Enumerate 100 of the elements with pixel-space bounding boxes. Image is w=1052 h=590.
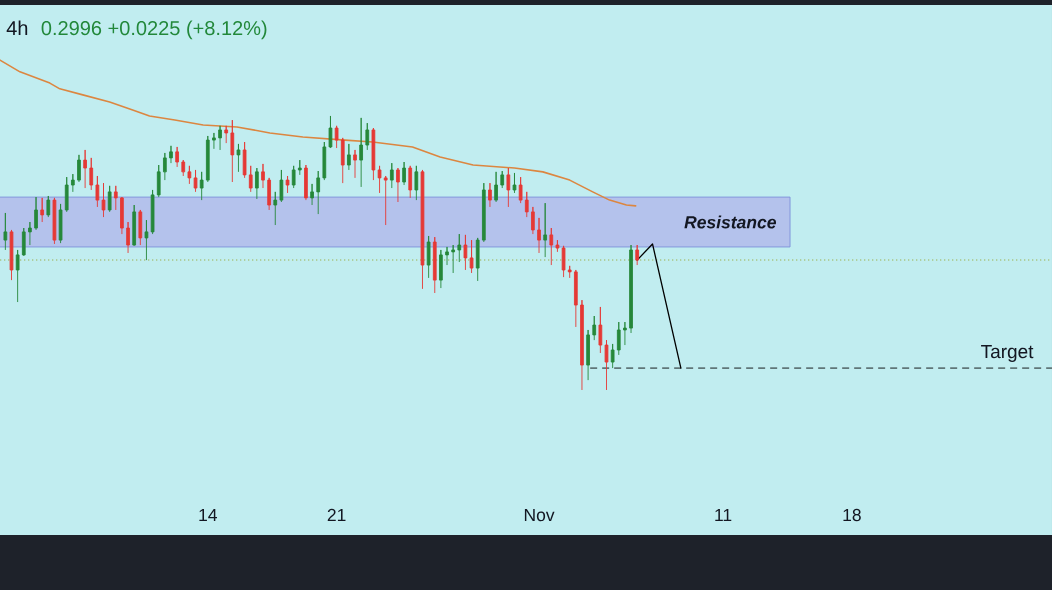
candlestick	[604, 339, 609, 391]
candlestick	[426, 235, 431, 279]
candlestick	[506, 167, 511, 208]
candlestick	[549, 227, 554, 266]
candlestick	[586, 329, 590, 381]
candlestick	[261, 163, 265, 189]
candlestick	[169, 145, 173, 164]
candlestick	[383, 175, 388, 226]
candlestick	[500, 170, 505, 189]
candlestick	[15, 249, 20, 303]
candlestick	[414, 165, 419, 201]
candlestick	[531, 206, 535, 235]
candlestick	[144, 219, 149, 261]
candlestick	[199, 171, 204, 201]
candlestick	[635, 244, 640, 266]
candlestick	[156, 164, 161, 198]
candlestick	[561, 245, 566, 278]
x-tick-label: 18	[843, 508, 861, 522]
candlestick	[494, 171, 498, 203]
chart-subtitle: 0.2996 +0.0225 (+8.12%)	[41, 20, 267, 40]
candlestick	[371, 127, 376, 181]
candlestick	[224, 125, 229, 144]
candlestick	[347, 143, 351, 171]
candlestick	[451, 244, 455, 274]
candlestick	[205, 135, 210, 183]
candlestick	[353, 149, 357, 179]
candlestick	[218, 125, 222, 151]
candlestick	[469, 239, 474, 274]
candlestick	[58, 203, 63, 244]
x-tick-label: 11	[715, 508, 732, 521]
candlestick	[623, 321, 627, 346]
candlestick	[524, 191, 529, 218]
candlestick	[267, 177, 271, 211]
candlestick	[163, 152, 167, 181]
candlestick	[310, 183, 314, 206]
candlestick	[518, 176, 523, 204]
candlestick	[322, 141, 327, 181]
candlestick	[463, 234, 468, 271]
candlestick	[236, 143, 241, 173]
candlestick	[629, 244, 633, 334]
candlestick	[334, 125, 339, 149]
candlestick	[402, 161, 406, 186]
candlestick	[279, 169, 284, 203]
candlestick	[9, 229, 14, 281]
candlestick	[297, 159, 302, 176]
candlestick	[481, 182, 486, 243]
candlestick	[573, 269, 578, 328]
candlestick	[212, 132, 216, 150]
candlestick	[89, 157, 94, 191]
candlestick	[255, 167, 259, 200]
candlestick	[101, 182, 106, 218]
candlestick	[120, 196, 124, 235]
candlestick	[3, 212, 8, 251]
candlestick	[616, 321, 621, 356]
x-tick-label: Nov	[524, 508, 555, 522]
candlestick	[46, 195, 51, 218]
band-label: Resistance	[684, 215, 777, 229]
candlestick	[377, 165, 382, 194]
candlestick	[598, 306, 603, 354]
candlestick	[592, 315, 597, 341]
candlestick	[580, 299, 584, 391]
candlestick	[230, 119, 235, 183]
candlestick	[52, 197, 57, 245]
candlestick	[304, 164, 308, 201]
candlestick	[77, 154, 81, 183]
candlestick	[543, 202, 548, 258]
candlestick	[555, 239, 560, 253]
candlestick	[567, 265, 572, 279]
candlestick	[488, 182, 492, 208]
candlestick	[439, 249, 443, 289]
candlestick	[610, 343, 615, 369]
candlestick	[359, 117, 363, 188]
candlestick	[21, 227, 26, 257]
candlestick	[175, 146, 179, 168]
candlestick	[328, 115, 333, 149]
candlestick	[242, 141, 247, 179]
candlestick	[432, 236, 437, 294]
candlestick	[107, 185, 112, 213]
candlestick	[445, 246, 449, 266]
x-tick-label: 21	[327, 508, 346, 521]
candlestick	[457, 233, 462, 263]
candlestick	[408, 165, 413, 199]
candlestick	[71, 173, 75, 193]
candlestick	[316, 170, 321, 215]
candlestick	[64, 176, 69, 213]
candlestick	[181, 159, 186, 177]
candlestick	[512, 172, 517, 194]
candlestick	[285, 175, 290, 194]
candlestick	[34, 196, 38, 231]
candlestick	[475, 237, 480, 282]
candlestick	[113, 185, 118, 211]
candlestick	[365, 122, 370, 151]
candlestick	[537, 217, 541, 254]
candlestick	[28, 221, 32, 246]
candlestick	[95, 175, 100, 208]
candlestick	[83, 149, 87, 189]
candlestick	[132, 204, 137, 247]
x-tick-label: 14	[199, 508, 218, 521]
candlestick	[396, 167, 400, 203]
chart-title: 4h	[6, 20, 28, 35]
